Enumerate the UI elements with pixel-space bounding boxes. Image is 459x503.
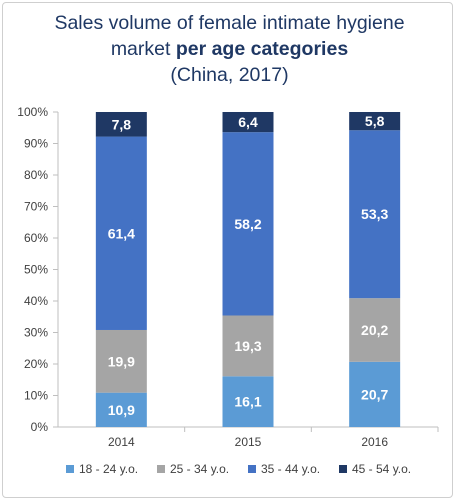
data-label: 19,9 [108,353,135,369]
bar-segment [95,329,147,393]
data-label: 16,1 [234,394,261,410]
y-tick-label: 100% [17,105,48,119]
bar-segment [222,112,274,133]
bar-segment [349,130,401,299]
data-label: 19,3 [234,338,261,354]
bar-segment [349,298,401,362]
x-tick-label: 2015 [235,435,262,449]
x-tick-label: 2016 [361,435,388,449]
data-label: 10,9 [108,402,135,418]
legend-label: 45 - 54 y.o. [352,462,411,476]
chart-title-line-1: Sales volume of female intimate hygiene [54,12,405,34]
bar-segment [95,112,147,137]
data-label: 20,7 [361,386,388,402]
bar-segment [222,376,274,427]
chart-title: Sales volume of female intimate hygiene … [0,10,459,88]
data-label: 6,4 [238,114,258,130]
y-tick-label: 80% [24,168,48,182]
chart-title-bold: per age categories [175,38,349,60]
legend-label: 18 - 24 y.o. [79,462,138,476]
y-tick-label: 30% [24,326,48,340]
bar-segment [222,315,274,377]
data-label: 7,8 [112,116,132,132]
bar-segment [349,361,401,427]
legend: 18 - 24 y.o. 25 - 34 y.o. 35 - 44 y.o. 45 -… [66,462,411,476]
data-label: 58,2 [234,216,261,232]
chart-title-line-3: (China, 2017) [170,64,289,86]
y-tick-label: 40% [24,294,48,308]
bar-segment [222,132,274,316]
bars: 10,9 19,9 61,4 7,8 16,1 19,3 58,2 6,4 20,7 20,2 53… [95,112,401,427]
data-label: 5,8 [365,113,385,129]
legend-label: 25 - 34 y.o. [170,462,229,476]
bar-segment [95,392,147,427]
y-tick-label: 60% [24,231,48,245]
data-label: 20,2 [361,322,388,338]
y-tick-label: 90% [24,137,48,151]
y-tick-label: 10% [24,389,48,403]
legend-label: 35 - 44 y.o. [261,462,320,476]
chart-title-plain: market [110,38,176,60]
legend-swatch [248,465,256,473]
legend-swatch [339,465,347,473]
y-tick-label: 0% [31,420,49,434]
data-label: 61,4 [108,225,135,241]
legend-swatch [66,465,74,473]
x-tick-label: 2014 [108,435,135,449]
bar-segment [349,112,401,131]
chart-title-line-2: market per age categories [0,36,459,62]
y-tick-label: 70% [24,200,48,214]
data-label: 53,3 [361,206,388,222]
y-tick-label: 20% [24,357,48,371]
y-tick-label: 50% [24,263,48,277]
legend-swatch [157,465,165,473]
bar-segment [95,136,147,330]
axes: 0% 10% 20% 30% 40% 50% 60% 70% 80% 90% 100% 2014 201… [17,105,439,449]
